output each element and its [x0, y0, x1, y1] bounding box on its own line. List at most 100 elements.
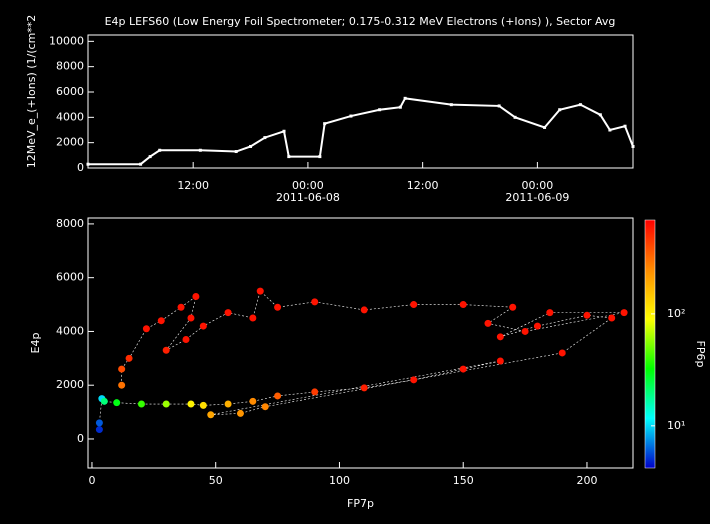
y-axis-label: 12MeV_e_(+Ions) (1/(cm**2 — [25, 15, 38, 169]
y-tick-label: 8000 — [56, 60, 84, 73]
data-point — [263, 136, 267, 140]
data-point — [403, 96, 407, 100]
y-tick-label: 6000 — [56, 271, 84, 284]
data-point — [360, 384, 368, 392]
data-point — [349, 114, 353, 118]
data-point — [410, 376, 418, 384]
chart-title: E4p LEFS60 (Low Energy Foil Spectrometer… — [105, 15, 616, 28]
data-point — [118, 365, 126, 373]
x-tick-label: 00:00 — [292, 179, 324, 192]
data-point — [158, 148, 162, 152]
y-tick-label: 0 — [77, 432, 84, 445]
data-point — [125, 354, 133, 362]
y-tick-label: 4000 — [56, 324, 84, 337]
data-point — [608, 314, 616, 322]
data-point — [318, 155, 322, 159]
data-point — [410, 301, 418, 309]
colorbar-tick-label: 10² — [667, 307, 685, 320]
data-point — [449, 103, 453, 107]
data-point — [148, 155, 152, 159]
colorbar — [644, 219, 656, 469]
y-tick-label: 8000 — [56, 217, 84, 230]
data-point — [484, 319, 492, 327]
y-tick-label: 10000 — [49, 34, 84, 47]
data-point — [100, 397, 108, 405]
plot-frame — [87, 34, 634, 169]
data-point — [360, 306, 368, 314]
data-point — [249, 144, 253, 148]
data-point — [192, 292, 200, 300]
y-axis-label: E4p — [29, 333, 42, 354]
plot-frame — [87, 217, 634, 469]
data-point — [142, 325, 150, 333]
x-tick-label: 0 — [88, 474, 95, 487]
data-point — [157, 317, 165, 325]
colorbar-label: FP6p — [694, 341, 707, 368]
data-point — [578, 103, 582, 107]
data-point — [378, 108, 382, 112]
data-point — [224, 400, 232, 408]
data-point — [583, 311, 591, 319]
data-point — [496, 357, 504, 365]
x-tick-label: 50 — [209, 474, 223, 487]
data-point — [623, 124, 627, 128]
data-point — [598, 113, 602, 117]
data-point — [207, 411, 215, 419]
data-point — [398, 105, 402, 109]
y-tick-label: 2000 — [56, 136, 84, 149]
data-point — [497, 104, 501, 108]
colorbar-tick-label: 10¹ — [667, 419, 685, 432]
data-point — [236, 409, 244, 417]
data-line — [88, 97, 634, 166]
x-axis-label: FP7p — [347, 497, 374, 510]
data-point — [631, 144, 635, 148]
data-point — [187, 400, 195, 408]
x-tick-label: 12:00 — [407, 179, 439, 192]
data-point — [86, 162, 90, 166]
data-point — [509, 303, 517, 311]
data-point — [608, 128, 612, 132]
data-point — [323, 122, 327, 126]
y-tick-label: 4000 — [56, 110, 84, 123]
data-point — [249, 397, 257, 405]
data-point — [199, 401, 207, 409]
data-point — [459, 365, 467, 373]
data-point — [311, 298, 319, 306]
data-point — [287, 155, 291, 159]
data-point — [162, 400, 170, 408]
y-tick-label: 2000 — [56, 378, 84, 391]
data-point — [137, 400, 145, 408]
data-point — [620, 309, 628, 317]
x-tick-label: 100 — [329, 474, 350, 487]
data-point — [198, 148, 202, 152]
data-point — [139, 162, 143, 166]
data-point — [558, 349, 566, 357]
data-point — [533, 322, 541, 330]
data-point — [224, 309, 232, 317]
data-point — [113, 399, 121, 407]
y-tick-label: 6000 — [56, 85, 84, 98]
data-point — [513, 115, 517, 119]
data-point — [459, 301, 467, 309]
y-tick-label: 0 — [77, 161, 84, 174]
x-tick-label: 2011-06-09 — [505, 191, 569, 204]
data-point — [95, 426, 103, 434]
x-tick-label: 200 — [576, 474, 597, 487]
data-point — [282, 129, 286, 133]
data-point — [546, 309, 554, 317]
data-point — [521, 327, 529, 335]
data-point — [256, 287, 264, 295]
data-point — [543, 125, 547, 129]
data-point — [261, 403, 269, 411]
data-point — [95, 419, 103, 427]
data-point — [558, 108, 562, 112]
x-tick-label: 00:00 — [522, 179, 554, 192]
data-point — [182, 336, 190, 344]
data-point — [496, 333, 504, 341]
data-point — [311, 388, 319, 396]
data-point — [187, 314, 195, 322]
x-tick-label: 150 — [453, 474, 474, 487]
data-point — [118, 381, 126, 389]
x-tick-label: 2011-06-08 — [276, 191, 340, 204]
